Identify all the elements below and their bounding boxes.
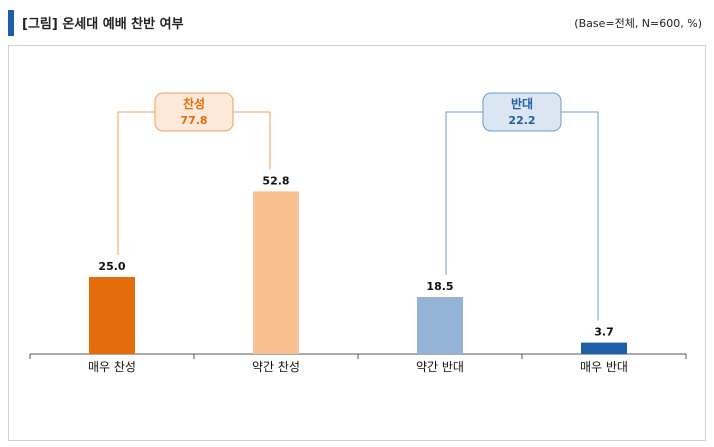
- group-bracket-right-1: [233, 111, 271, 170]
- group-bracket-left-2: [445, 111, 483, 276]
- group-name-2: 반대: [511, 96, 533, 111]
- title-accent-bar: [8, 10, 14, 36]
- category-label-2: 약간 찬성: [252, 359, 300, 374]
- chart-title: [그림] 온세대 예배 찬반 여부: [22, 17, 184, 32]
- category-label-4: 매우 반대: [580, 360, 628, 374]
- data-label-4: 3.7: [594, 326, 614, 339]
- base-note: (Base=전체, N=600, %): [574, 17, 702, 30]
- data-label-3: 18.5: [426, 280, 453, 293]
- bar-1: [89, 277, 135, 354]
- category-label-1: 매우 찬성: [88, 359, 136, 374]
- bar-4: [581, 342, 627, 354]
- group-name-1: 찬성: [183, 96, 205, 111]
- data-label-2: 52.8: [262, 174, 289, 187]
- category-label-3: 약간 반대: [416, 359, 464, 374]
- bar-2: [253, 191, 299, 354]
- bar-3: [417, 297, 463, 354]
- group-value-2: 22.2: [508, 114, 535, 127]
- chart-frame: [8, 45, 706, 441]
- group-box-1: [154, 92, 234, 132]
- data-label-1: 25.0: [98, 260, 125, 273]
- group-bracket-right-2: [561, 111, 599, 321]
- group-bracket-left-1: [117, 111, 155, 255]
- group-value-1: 77.8: [180, 114, 207, 127]
- group-box-2: [482, 92, 562, 132]
